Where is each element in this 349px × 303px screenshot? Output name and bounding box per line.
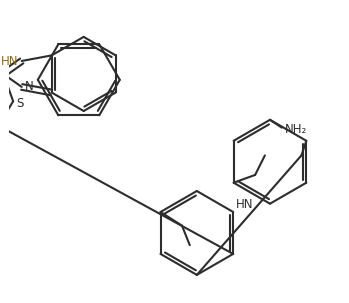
Text: S: S <box>16 97 23 110</box>
Text: HN: HN <box>236 198 253 211</box>
Text: HN: HN <box>1 55 19 68</box>
Text: N: N <box>25 80 34 93</box>
Text: NH₂: NH₂ <box>285 123 307 136</box>
